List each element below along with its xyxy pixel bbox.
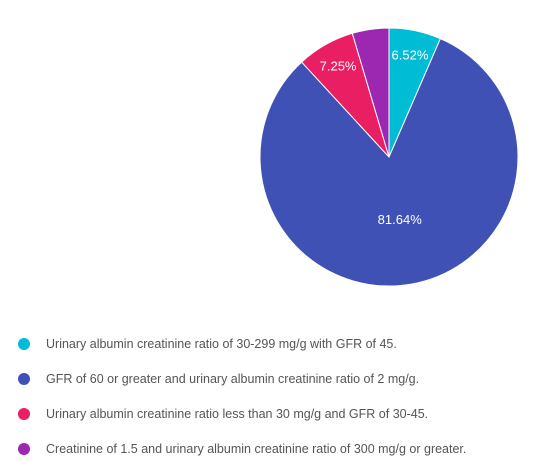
pie-chart: 6.52% 81.64% 7.25% xyxy=(259,27,519,287)
legend-item[interactable]: GFR of 60 or greater and urinary albumin… xyxy=(18,369,538,389)
legend-label: Urinary albumin creatinine ratio of 30-2… xyxy=(46,337,397,351)
pie-slice-2[interactable] xyxy=(259,38,519,287)
pie-slice-4[interactable] xyxy=(351,27,390,158)
legend-swatch-icon xyxy=(18,408,30,420)
legend-swatch-icon xyxy=(18,443,30,455)
legend-item[interactable]: Urinary albumin creatinine ratio less th… xyxy=(18,404,538,424)
chart-container: 6.52% 81.64% 7.25% Urinary albumin creatin… xyxy=(18,27,519,456)
chart-legend: Urinary albumin creatinine ratio of 30-2… xyxy=(18,334,538,474)
legend-swatch-icon xyxy=(18,338,30,350)
legend-label: Urinary albumin creatinine ratio less th… xyxy=(46,407,429,421)
legend-item[interactable]: Urinary albumin creatinine ratio of 30-2… xyxy=(18,334,538,354)
legend-swatch-icon xyxy=(18,373,30,385)
legend-item[interactable]: Creatinine of 1.5 and urinary albumin cr… xyxy=(18,439,538,459)
slice-data-label: 6.52% xyxy=(392,47,429,62)
slice-data-label: 81.64% xyxy=(378,212,423,227)
legend-label: Creatinine of 1.5 and urinary albumin cr… xyxy=(46,442,467,456)
legend-label: GFR of 60 or greater and urinary albumin… xyxy=(46,372,420,386)
slice-data-label: 7.25% xyxy=(320,59,357,74)
